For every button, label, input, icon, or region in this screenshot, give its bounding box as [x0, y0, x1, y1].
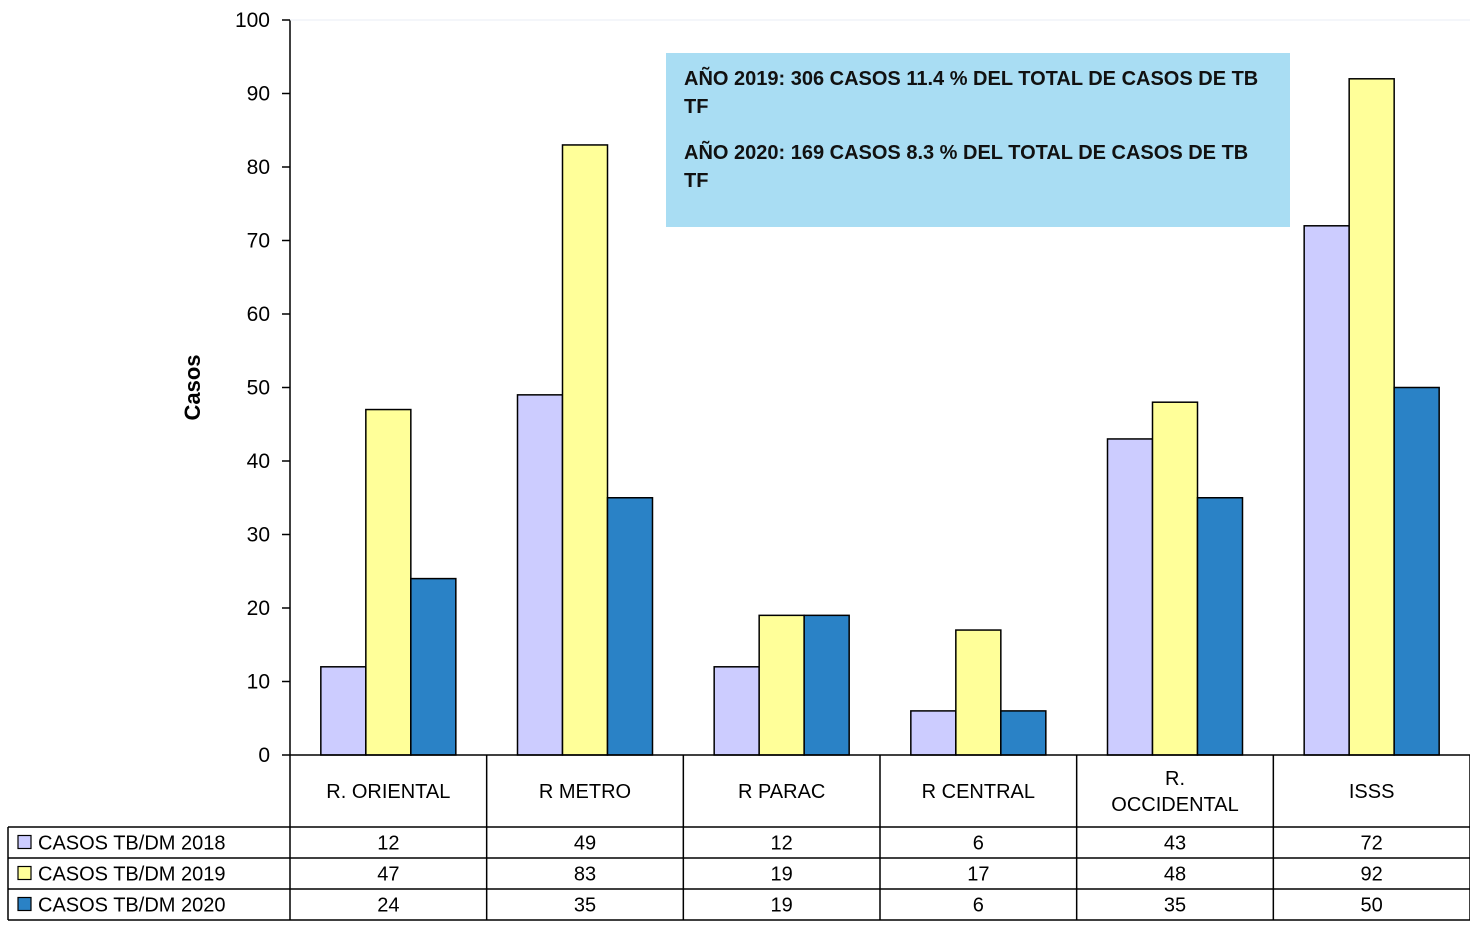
bar	[1303, 225, 1350, 756]
legend-label: CASOS TB/DM 2020	[38, 895, 225, 917]
y-tick-label: 100	[235, 9, 270, 32]
table-value: 12	[377, 833, 399, 855]
bar	[1196, 497, 1244, 756]
legend-swatch	[17, 896, 32, 912]
legend-swatch	[17, 834, 32, 850]
y-tick-label: 20	[247, 597, 270, 620]
table-value: 6	[973, 833, 984, 855]
x-category-label: ISSS	[1349, 781, 1395, 803]
x-category-label: R CENTRAL	[922, 781, 1035, 803]
bar	[561, 144, 609, 756]
table-value: 12	[771, 833, 793, 855]
annotation-2020: AÑO 2020: 169 CASOS 8.3 % DEL TOTAL DE C…	[684, 142, 1249, 192]
y-tick-label: 30	[247, 524, 270, 547]
table-value: 83	[574, 864, 596, 886]
legend-label: CASOS TB/DM 2019	[38, 864, 225, 886]
table-value: 50	[1361, 895, 1383, 917]
annotation-2019: AÑO 2019: 306 CASOS 11.4 % DEL TOTAL DE …	[684, 68, 1259, 118]
y-tick-label: 40	[247, 450, 270, 473]
table-value: 72	[1361, 833, 1383, 855]
bar	[713, 666, 760, 756]
x-category-label: R.	[1165, 768, 1185, 790]
y-tick-label: 0	[258, 744, 270, 767]
table-value: 17	[967, 864, 989, 886]
y-tick-label: 70	[247, 230, 270, 253]
y-tick-label: 60	[247, 303, 270, 326]
y-tick-label: 80	[247, 156, 270, 179]
bar	[516, 394, 564, 756]
table-value: 6	[973, 895, 984, 917]
table-value: 92	[1361, 864, 1383, 886]
y-tick-label: 10	[247, 671, 270, 694]
bar	[1106, 438, 1154, 756]
table-value: 47	[377, 864, 399, 886]
bar	[1000, 710, 1047, 756]
bar	[803, 614, 850, 756]
bar	[910, 710, 957, 756]
bar	[1151, 401, 1199, 756]
y-tick-label: 50	[247, 377, 270, 400]
legend-label: CASOS TB/DM 2018	[38, 833, 225, 855]
table-value: 48	[1164, 864, 1186, 886]
x-category-label: R METRO	[539, 781, 631, 803]
x-category-label: R PARAC	[738, 781, 825, 803]
y-axis-title: Casos	[180, 354, 205, 420]
annotation-box: AÑO 2019: 306 CASOS 11.4 % DEL TOTAL DE …	[666, 53, 1290, 227]
bar	[365, 408, 412, 756]
table-value: 43	[1164, 833, 1186, 855]
bar	[320, 666, 367, 756]
table-value: 35	[574, 895, 596, 917]
bar	[606, 497, 654, 756]
x-category-label: OCCIDENTAL	[1111, 794, 1238, 816]
table-value: 19	[771, 864, 793, 886]
bar	[758, 614, 805, 756]
table-value: 19	[771, 895, 793, 917]
y-tick-label: 90	[247, 83, 270, 106]
bar	[410, 577, 457, 756]
table-value: 24	[377, 895, 399, 917]
bar	[955, 629, 1002, 756]
bar	[1348, 78, 1395, 756]
table-value: 49	[574, 833, 596, 855]
bar	[1393, 386, 1440, 756]
table-value: 35	[1164, 895, 1186, 917]
x-category-label: R. ORIENTAL	[326, 781, 450, 803]
legend-swatch	[17, 865, 32, 881]
